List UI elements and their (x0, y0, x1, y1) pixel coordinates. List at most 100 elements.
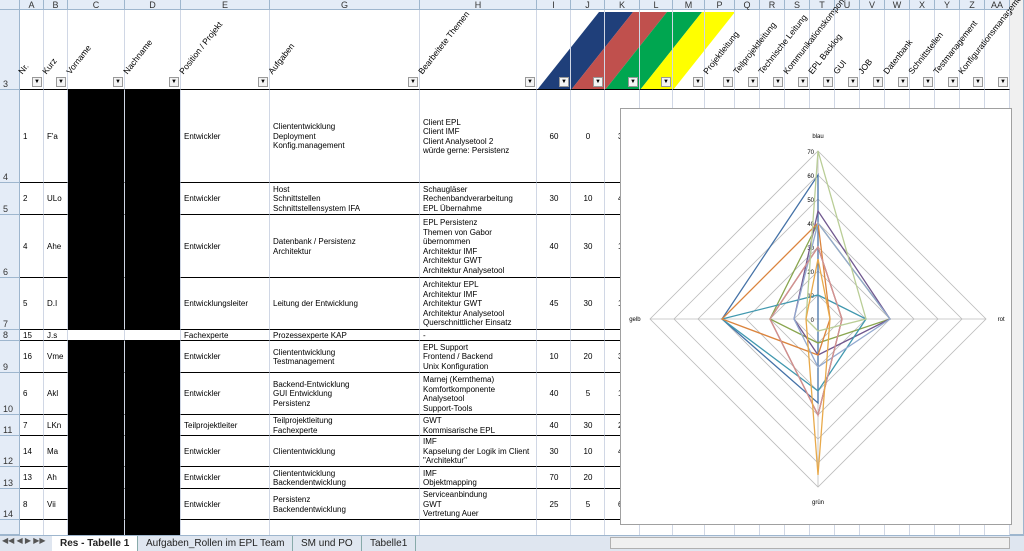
text-cell: Cliententwicklung (273, 446, 336, 456)
cell (537, 373, 571, 415)
redacted-cell (125, 436, 181, 467)
text-cell: IMF Objektmapping (423, 468, 477, 488)
cell (44, 183, 68, 215)
r-tick-label: 40 (807, 222, 814, 228)
text-cell: Entwickler (184, 473, 221, 483)
redacted-cell (68, 489, 125, 520)
header-stripe (640, 12, 735, 90)
filter-button[interactable]: ▼ (693, 77, 703, 87)
filter-button[interactable]: ▼ (559, 77, 569, 87)
filter-button[interactable]: ▼ (525, 77, 535, 87)
cell (537, 436, 571, 467)
category-label: rot (998, 317, 1005, 323)
filter-button[interactable]: ▼ (998, 77, 1008, 87)
filter-button[interactable]: ▼ (32, 77, 42, 87)
sheet-tab[interactable]: Tabelle1 (362, 536, 417, 551)
number-cell: 10 (583, 446, 593, 456)
text-cell: IMF Kapselung der Logik im Client "Archi… (423, 437, 530, 466)
h-scrollbar[interactable] (610, 537, 1010, 549)
text-cell: Entwickler (184, 131, 221, 141)
text-cell: Vme (47, 352, 64, 362)
text-cell: J.s (47, 330, 58, 340)
series-line (805, 150, 867, 332)
cell (571, 520, 605, 535)
text-cell: Akl (47, 389, 59, 399)
cell (20, 90, 44, 183)
text-cell: Datenbank / Persistenz Architektur (273, 237, 356, 256)
cell (571, 215, 605, 278)
sheet-tab[interactable]: SM und PO (293, 536, 362, 551)
sheet-tab[interactable]: Res - Tabelle 1 (52, 536, 139, 551)
text-cell: 4 (23, 241, 28, 251)
cell (181, 436, 270, 467)
text-cell: Entwickler (184, 389, 221, 399)
cell (44, 415, 68, 436)
cell (420, 90, 537, 183)
number-cell: 20 (583, 473, 593, 483)
filter-button[interactable]: ▼ (873, 77, 883, 87)
filter-button[interactable]: ▼ (56, 77, 66, 87)
text-cell: D.I (47, 299, 58, 309)
text-cell: Ahe (47, 241, 62, 251)
column-letter: D (125, 0, 181, 10)
cell (44, 436, 68, 467)
filter-button[interactable]: ▼ (798, 77, 808, 87)
filter-button[interactable]: ▼ (848, 77, 858, 87)
cell (181, 467, 270, 489)
cell (20, 373, 44, 415)
cell (181, 373, 270, 415)
filter-button[interactable]: ▼ (723, 77, 733, 87)
header-cell (125, 10, 181, 90)
number-cell: 70 (549, 473, 559, 483)
text-cell: Host Schnittstellen Schnittstellensystem… (273, 184, 361, 213)
filter-button[interactable]: ▼ (773, 77, 783, 87)
number-cell: 20 (583, 352, 593, 362)
row-number: 12 (0, 436, 20, 467)
series-line (720, 221, 831, 356)
text-cell: 5 (23, 299, 28, 309)
text-cell: 13 (23, 473, 32, 483)
filter-button[interactable]: ▼ (593, 77, 603, 87)
text-cell: 6 (23, 389, 28, 399)
redacted-cell (125, 489, 181, 520)
cell (537, 341, 571, 373)
redacted-cell (125, 415, 181, 436)
redacted-cell (125, 215, 181, 278)
cell (537, 520, 571, 535)
cell (44, 90, 68, 183)
filter-button[interactable]: ▼ (113, 77, 123, 87)
filter-button[interactable]: ▼ (923, 77, 933, 87)
filter-button[interactable]: ▼ (169, 77, 179, 87)
filter-button[interactable]: ▼ (258, 77, 268, 87)
sheet-tab[interactable]: Aufgaben_Rollen im EPL Team (138, 536, 294, 551)
cell (44, 341, 68, 373)
cell (270, 520, 420, 535)
cell (537, 215, 571, 278)
cell (20, 278, 44, 330)
cell (270, 278, 420, 330)
filter-button[interactable]: ▼ (898, 77, 908, 87)
cell (68, 520, 125, 535)
tab-nav[interactable]: ◀◀ ◀ ▶ ▶▶ (2, 536, 46, 545)
cell (44, 489, 68, 520)
filter-button[interactable]: ▼ (948, 77, 958, 87)
category-label: gelb (629, 317, 641, 323)
row-number: 5 (0, 183, 20, 215)
cell (420, 215, 537, 278)
filter-button[interactable]: ▼ (408, 77, 418, 87)
filter-button[interactable]: ▼ (628, 77, 638, 87)
filter-button[interactable]: ▼ (973, 77, 983, 87)
column-letter: P (705, 0, 735, 10)
column-letter: I (537, 0, 571, 10)
cell (20, 330, 44, 341)
text-cell: 7 (23, 420, 28, 430)
column-letter: T (810, 0, 835, 10)
filter-button[interactable]: ▼ (661, 77, 671, 87)
row-number: 8 (0, 330, 20, 341)
number-cell: 30 (583, 241, 593, 251)
filter-button[interactable]: ▼ (823, 77, 833, 87)
redacted-cell (125, 183, 181, 215)
filter-button[interactable]: ▼ (748, 77, 758, 87)
text-cell: Persistenz Backendentwicklung (273, 495, 346, 514)
cell (270, 415, 420, 436)
